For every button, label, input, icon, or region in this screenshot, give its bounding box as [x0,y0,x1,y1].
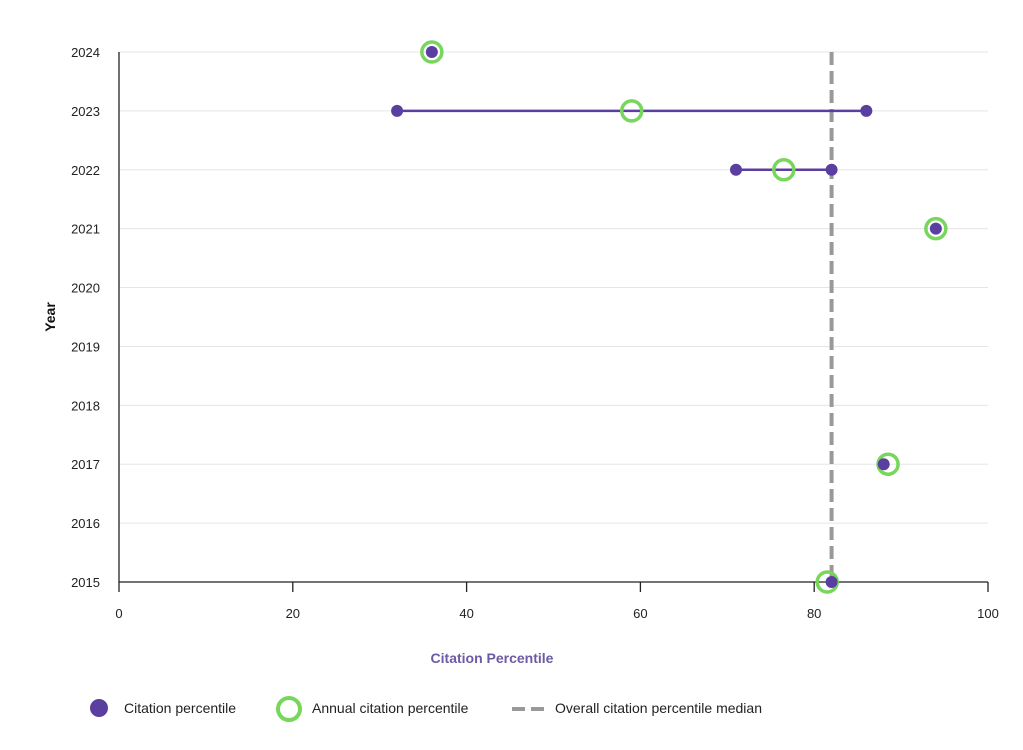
legend-annual-marker [276,696,302,722]
citation-point-2023-2 [860,104,873,117]
y-tick-label-2021: 2021 [71,222,100,237]
legend-median-label: Overall citation percentile median [555,700,762,716]
y-tick-label-2019: 2019 [71,339,100,354]
x-tick-label-80: 80 [807,606,821,621]
y-axis-title: Year [42,302,58,332]
y-tick-label-2020: 2020 [71,281,100,296]
y-tick-label-2016: 2016 [71,516,100,531]
annual-point-2023 [619,99,644,123]
y-tick-label-2023: 2023 [71,104,100,119]
citation-point-2022-4 [825,163,838,176]
legend-citation-marker [90,699,108,717]
annual-point-2022 [772,158,796,182]
axes: 2015 2016 2017 2018 2019 2020 2021 2022 2023 2024… [71,45,999,621]
citation-point-2022-3 [729,163,742,176]
grid [119,51,988,524]
x-tick-label-60: 60 [633,606,647,621]
legend-citation-label: Citation percentile [124,700,236,716]
x-tick-label-100: 100 [977,606,999,621]
citation-point-2021-5 [929,222,942,235]
citation-point-2015-7 [825,576,838,588]
annual-point-2024 [420,40,444,64]
x-tick-label-20: 20 [286,606,300,621]
legend-annual-label: Annual citation percentile [312,700,469,716]
legend: Citation percentile Annual citation perc… [90,696,762,722]
annual-point-2021 [924,216,948,241]
y-tick-label-2024: 2024 [71,45,100,60]
citation-markers [391,46,942,588]
citation-point-2023-1 [391,104,404,117]
x-tick-label-40: 40 [459,606,473,621]
annual-markers [420,40,948,594]
x-axis-title: Citation Percentile [431,650,554,666]
y-tick-label-2015: 2015 [71,575,100,590]
y-tick-label-2022: 2022 [71,163,100,178]
y-tick-label-2017: 2017 [71,457,100,472]
citation-point-2017-6 [877,458,890,471]
x-tick-label-0: 0 [115,606,122,621]
y-tick-label-2018: 2018 [71,398,100,413]
citation-point-2024-0 [425,46,438,58]
range-lines [397,109,867,172]
